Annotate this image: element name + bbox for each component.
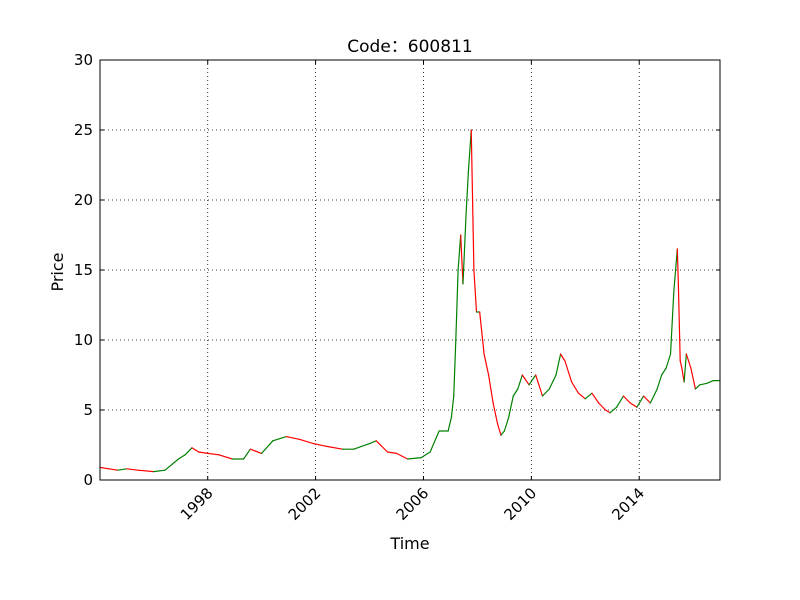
y-tick-label: 15 bbox=[74, 261, 93, 279]
price-segment bbox=[386, 451, 398, 454]
price-segment bbox=[661, 367, 667, 376]
price-segment bbox=[242, 448, 251, 460]
price-segment bbox=[492, 402, 499, 425]
price-segment bbox=[184, 447, 193, 456]
price-segment bbox=[673, 248, 678, 292]
price-segment bbox=[272, 436, 287, 442]
price-segment bbox=[528, 374, 537, 386]
price-segment bbox=[636, 395, 645, 408]
price-segment bbox=[616, 395, 625, 408]
price-segment bbox=[656, 374, 663, 390]
price-segment bbox=[326, 445, 344, 450]
price-segment bbox=[649, 388, 658, 404]
price-segment bbox=[521, 374, 530, 386]
price-segment bbox=[497, 423, 502, 436]
price-segment bbox=[665, 353, 672, 369]
price-segment bbox=[407, 457, 422, 460]
price-segment bbox=[249, 448, 263, 454]
price-segment bbox=[465, 171, 469, 215]
price-segment bbox=[564, 360, 573, 383]
price-segment bbox=[584, 392, 593, 400]
price-segment bbox=[609, 406, 618, 414]
price-segment bbox=[177, 454, 186, 460]
price-segment bbox=[450, 395, 455, 418]
price-series bbox=[99, 129, 721, 473]
price-segment bbox=[191, 447, 200, 453]
price-segment bbox=[153, 469, 166, 473]
price-segment bbox=[508, 395, 514, 418]
price-segment bbox=[467, 129, 472, 173]
price-segment bbox=[207, 452, 220, 456]
price-segment bbox=[261, 440, 274, 454]
price-segment bbox=[705, 380, 714, 384]
price-segment bbox=[164, 458, 180, 471]
price-segment bbox=[108, 468, 119, 471]
price-segment bbox=[555, 353, 562, 376]
price-segment bbox=[694, 384, 701, 390]
price-segment bbox=[429, 430, 440, 453]
price-segment bbox=[353, 443, 371, 450]
price-segment bbox=[375, 440, 389, 453]
price-segment bbox=[462, 213, 467, 285]
price-segment bbox=[577, 392, 586, 400]
price-segment bbox=[541, 388, 550, 397]
y-tick-label: 25 bbox=[74, 121, 93, 139]
price-segment bbox=[503, 416, 510, 432]
price-segment bbox=[690, 367, 697, 390]
price-segment bbox=[676, 248, 679, 285]
price-segment bbox=[591, 392, 600, 404]
price-segment bbox=[198, 451, 209, 454]
price-segment bbox=[455, 269, 459, 341]
chart-title: Code：600811 bbox=[347, 37, 472, 57]
price-segment bbox=[99, 466, 110, 470]
price-segment bbox=[457, 234, 462, 271]
price-segment bbox=[699, 382, 708, 386]
price-segment bbox=[453, 339, 457, 397]
price-segment bbox=[517, 374, 523, 390]
y-tick-label: 30 bbox=[74, 51, 93, 69]
price-segment bbox=[483, 353, 490, 376]
price-segment bbox=[669, 290, 675, 355]
price-segment bbox=[487, 374, 494, 404]
price-segment bbox=[368, 440, 377, 445]
price-segment bbox=[126, 468, 139, 471]
price-segment bbox=[299, 438, 314, 445]
grid-lines bbox=[100, 60, 720, 480]
price-segment bbox=[512, 388, 519, 397]
price-segment bbox=[312, 443, 328, 447]
price-segment bbox=[137, 469, 155, 473]
price-segment bbox=[420, 451, 431, 459]
price-segment bbox=[447, 416, 453, 432]
price-segment bbox=[479, 311, 485, 355]
price-segment bbox=[677, 283, 681, 362]
price-segment bbox=[473, 269, 478, 313]
price-segment bbox=[571, 381, 580, 394]
y-axis-label: Price bbox=[48, 252, 67, 291]
price-segment bbox=[395, 452, 409, 460]
price-segment bbox=[679, 360, 683, 369]
y-tick-label: 5 bbox=[83, 401, 93, 419]
price-segment bbox=[629, 402, 638, 408]
price-segment bbox=[604, 409, 611, 414]
y-tick-label: 0 bbox=[83, 471, 93, 489]
y-tick-label: 10 bbox=[74, 331, 93, 349]
price-segment bbox=[642, 395, 651, 404]
y-tick-label: 20 bbox=[74, 191, 93, 209]
price-segment bbox=[535, 374, 544, 397]
price-segment bbox=[683, 353, 687, 383]
price-segment bbox=[548, 374, 557, 390]
price-segment bbox=[500, 430, 505, 436]
price-segment bbox=[285, 436, 301, 440]
price-segment bbox=[470, 129, 475, 271]
price-segment bbox=[685, 353, 692, 369]
x-axis-label: Time bbox=[389, 534, 429, 553]
price-segment bbox=[559, 353, 566, 362]
price-segment bbox=[598, 402, 607, 411]
price-segment bbox=[622, 395, 631, 404]
price-segment bbox=[117, 468, 128, 471]
price-segment bbox=[460, 234, 464, 285]
price-segment bbox=[218, 454, 233, 460]
